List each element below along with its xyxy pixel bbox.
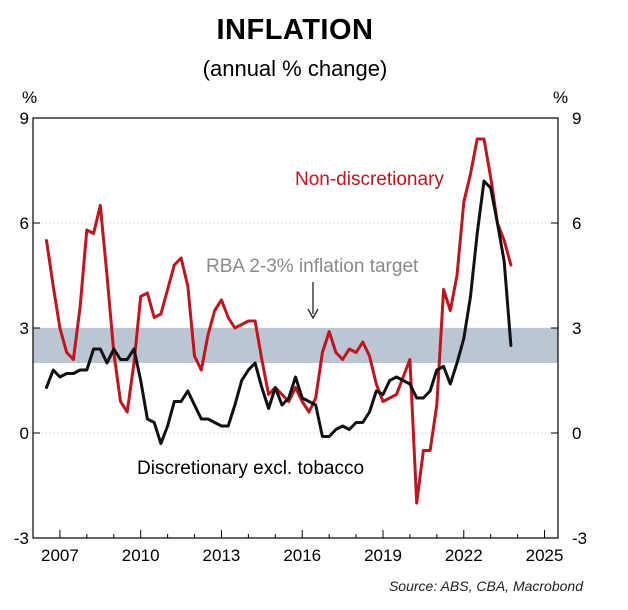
y-tick-label-right: 9: [572, 109, 581, 128]
y-tick-label-right: 3: [572, 319, 581, 338]
x-tick-label: 2010: [122, 546, 160, 565]
annotation-non-discretionary: Non-discretionary: [295, 169, 444, 190]
y-tick-label-left: 0: [20, 424, 29, 443]
annotation-rba-target: RBA 2-3% inflation target: [206, 256, 419, 277]
y-tick-label-right: 6: [572, 214, 581, 233]
series-line-non-discretionary: [45, 137, 513, 505]
y-tick-label-left: -3: [14, 529, 29, 548]
y-axis-unit-right: %: [553, 88, 568, 107]
x-tick-label: 2013: [203, 546, 241, 565]
chart-title: INFLATION: [216, 14, 374, 46]
arrow-icon: [307, 282, 319, 320]
y-tick-label-left: 3: [20, 319, 29, 338]
y-tick-label-right: -3: [572, 529, 587, 548]
source-note: Source: ABS, CBA, Macrobond: [388, 578, 583, 594]
y-axis-unit-left: %: [22, 88, 37, 107]
y-tick-label-left: 9: [20, 109, 29, 128]
y-tick-label-right: 0: [572, 424, 581, 443]
x-tick-label: 2016: [283, 546, 321, 565]
x-tick-label: 2007: [41, 546, 79, 565]
annotation-discretionary: Discretionary excl. tobacco: [137, 458, 364, 479]
x-tick-label: 2025: [526, 546, 564, 565]
chart-subtitle: (annual % change): [202, 56, 388, 81]
axes: -3 -3 0 0 3 3 6 6 9 9 2007 2010 2013 2016 2019 2022 2025: [14, 109, 587, 565]
x-tick-label: 2019: [364, 546, 402, 565]
y-tick-label-left: 6: [20, 214, 29, 233]
x-tick-label: 2022: [445, 546, 483, 565]
series-line-discretionary: [45, 179, 513, 445]
series-lines: [45, 137, 513, 505]
